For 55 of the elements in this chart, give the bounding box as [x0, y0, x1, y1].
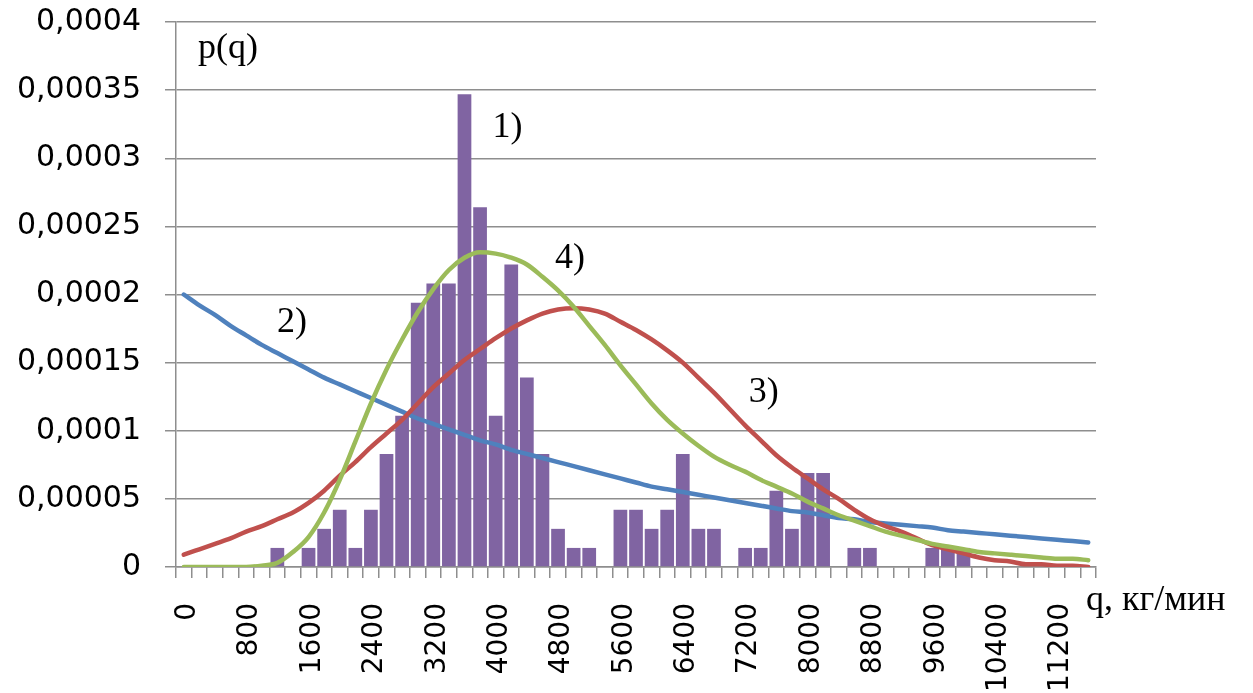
- y-tick-label: 0,00005: [16, 478, 141, 514]
- x-tick-label: 5600: [605, 603, 639, 675]
- y-tick-label: 0,00025: [16, 206, 141, 242]
- x-tick-label: 800: [231, 603, 265, 657]
- x-tick-label: 9600: [917, 603, 951, 675]
- x-tick-label: 2400: [356, 603, 390, 675]
- bar: [925, 547, 940, 567]
- x-tick-label: 7200: [730, 603, 764, 675]
- x-tick-label: 10400: [979, 603, 1013, 693]
- y-tick-label: 0,0003: [36, 138, 141, 174]
- y-tick-label: 0,0002: [36, 274, 141, 310]
- bar: [738, 547, 753, 567]
- bar: [301, 547, 316, 567]
- bar: [675, 453, 690, 567]
- x-tick-label: 1600: [293, 603, 327, 675]
- bar: [660, 509, 675, 567]
- x-tick-label: 6400: [668, 603, 702, 675]
- bar: [535, 453, 550, 567]
- bar: [551, 528, 565, 567]
- series-label: 2): [276, 299, 307, 340]
- x-tick-label: 11200: [1042, 603, 1076, 693]
- x-tick-label: 4800: [543, 603, 577, 675]
- y-tick-label: 0,0001: [36, 410, 141, 446]
- bar: [317, 528, 331, 567]
- x-axis-title: q, кг/мин: [1086, 578, 1226, 618]
- y-tick-label: 0,00035: [16, 69, 141, 105]
- bar: [785, 528, 799, 567]
- y-tick-label: 0,0004: [36, 1, 141, 37]
- x-tick-label: 8800: [855, 603, 889, 675]
- series-label: 3): [748, 369, 779, 410]
- bar: [519, 377, 534, 567]
- x-tick-label: 3200: [418, 603, 452, 675]
- bar: [442, 283, 456, 567]
- bar: [863, 547, 877, 567]
- bar: [707, 528, 721, 567]
- series-label: 4): [555, 235, 586, 276]
- bar: [473, 207, 487, 567]
- y-tick-label: 0: [121, 546, 141, 582]
- bar: [582, 547, 597, 567]
- series-label: 1): [492, 104, 523, 145]
- x-tick-label: 8000: [792, 603, 826, 675]
- bar: [395, 415, 409, 567]
- bar: [457, 94, 472, 567]
- x-tick-label: 0: [169, 603, 203, 621]
- y-tick-label: 0,00015: [16, 342, 141, 378]
- y-axis-title: p(q): [198, 26, 258, 66]
- bar: [847, 547, 862, 567]
- bar: [364, 509, 378, 567]
- bar: [629, 509, 643, 567]
- x-tick-label: 4000: [480, 603, 514, 675]
- bar: [691, 528, 706, 567]
- bar: [566, 547, 581, 567]
- bar: [613, 509, 628, 567]
- bar: [379, 453, 394, 567]
- bar: [644, 528, 659, 567]
